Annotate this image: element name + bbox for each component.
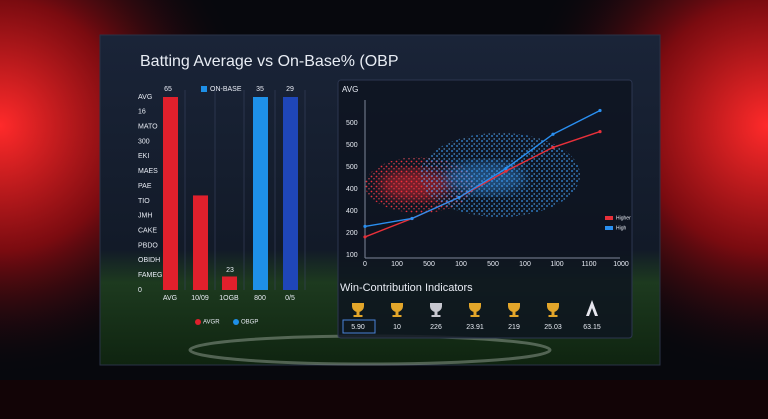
bar — [283, 97, 298, 290]
indicator-value: 219 — [508, 324, 520, 331]
trend-point — [410, 216, 414, 221]
trophy-icon — [391, 303, 403, 317]
bar — [222, 276, 237, 290]
trend-point — [551, 132, 555, 136]
y-tick-label: 100 — [346, 252, 358, 259]
row-label: TIO — [138, 198, 150, 205]
row-label: AVG — [138, 94, 152, 101]
legend-label: ON-BASE — [210, 86, 242, 93]
x-tick-label: 500 — [487, 261, 499, 268]
bar — [163, 97, 178, 290]
y-tick-label: 500 — [346, 120, 358, 127]
trend-point — [504, 169, 508, 173]
annotation: 65 — [164, 86, 172, 93]
trend-point — [598, 130, 602, 134]
x-tick-label: 500 — [423, 261, 435, 268]
annotation: 29 — [286, 86, 294, 93]
x-tick-label: 1l00 — [550, 261, 563, 268]
x-tick-label: 0/5 — [285, 295, 295, 302]
trend-point — [363, 235, 367, 239]
chart-title: Batting Average vs On-Base% (OBP — [140, 53, 399, 70]
legend-label: High — [616, 225, 627, 231]
indicator-value: 25.03 — [544, 324, 562, 331]
trophy-icon — [430, 303, 442, 317]
trophy-icon — [469, 303, 481, 317]
indicator-value: 10 — [393, 324, 401, 331]
bar — [253, 97, 268, 290]
annotation: 23 — [226, 267, 234, 274]
legend-label: AVGR — [203, 320, 220, 326]
row-label: MATO — [138, 124, 158, 131]
legend-label: OBGP — [241, 320, 258, 326]
trend-point — [598, 108, 602, 113]
indicators-title: Win-Contribution Indicators — [340, 282, 473, 294]
y-tick-label: 500 — [346, 142, 358, 149]
trophy-icon — [547, 303, 559, 317]
trend-point — [551, 145, 555, 149]
floor — [0, 380, 768, 419]
indicator-value: 63.15 — [583, 324, 601, 331]
y-tick-label: 400 — [346, 186, 358, 193]
trend-point — [457, 195, 461, 200]
y-tick-label: 400 — [346, 208, 358, 215]
row-label: FAMEG — [138, 272, 163, 279]
x-tick-label: 1100 — [581, 261, 596, 268]
x-tick-label: 1OGB — [219, 295, 239, 302]
trend-point — [363, 224, 367, 228]
x-tick-label: 0 — [363, 261, 367, 268]
x-tick-label: 10/09 — [191, 295, 209, 302]
legend-swatch — [201, 86, 207, 92]
legend-label: Higher — [616, 215, 631, 221]
legend-swatch — [605, 226, 613, 230]
y-axis-label: AVG — [342, 85, 358, 94]
legend-swatch — [605, 216, 613, 220]
trend-line — [364, 130, 601, 238]
indicator-value: 226 — [430, 324, 442, 331]
row-label: PAE — [138, 183, 152, 190]
row-label: MAES — [138, 168, 158, 175]
x-tick-label: 100 — [519, 261, 531, 268]
selected-indicator — [342, 319, 376, 334]
y-tick-label: 500 — [346, 164, 358, 171]
row-label: OBIDH — [138, 257, 160, 264]
legend-dot — [195, 319, 201, 325]
trophy-icon — [352, 303, 364, 317]
legend-dot — [233, 319, 239, 325]
row-label: EKI — [138, 153, 149, 160]
row-label: 16 — [138, 109, 146, 116]
row-label: 0 — [138, 287, 142, 294]
trophy-icon — [586, 300, 598, 316]
x-tick-label: 100 — [391, 261, 403, 268]
x-tick-label: 1000 — [613, 261, 629, 268]
row-label: CAKE — [138, 227, 157, 234]
x-tick-label: 800 — [254, 295, 266, 302]
indicator-value: 23.91 — [466, 324, 484, 331]
row-label: PBDO — [138, 242, 158, 249]
annotation: 35 — [256, 86, 264, 93]
y-tick-label: 200 — [346, 230, 358, 237]
trend-line — [364, 109, 601, 228]
trend-point — [504, 166, 508, 171]
row-label: JMH — [138, 213, 152, 220]
x-tick-label: 100 — [455, 261, 467, 268]
indicator-value: 5.90 — [351, 324, 365, 331]
bar — [193, 195, 208, 290]
trophy-icon — [508, 303, 520, 317]
row-label: 300 — [138, 138, 150, 145]
x-tick-label: AVG — [163, 295, 177, 302]
